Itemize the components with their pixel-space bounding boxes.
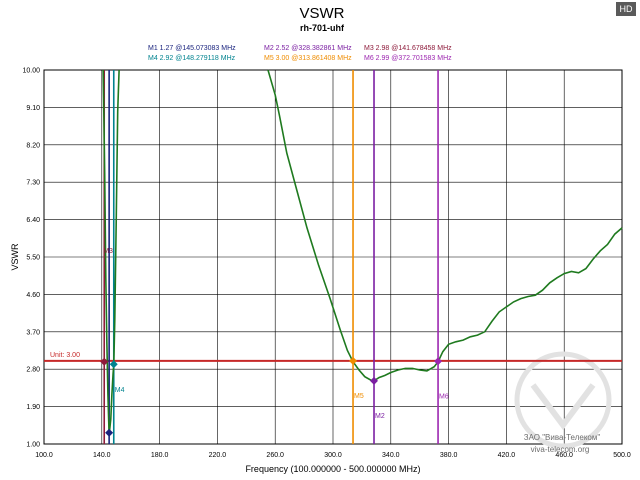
marker-points: M2 M3 M4 M5 M6 — [100, 248, 449, 437]
marker-readout-m6: M6 2.99 @372.701583 MHz — [364, 55, 452, 62]
y-tick-label: 7.30 — [26, 180, 40, 187]
chart-subtitle: rh-701-uhf — [300, 23, 345, 33]
x-tick-label: 340.0 — [382, 452, 400, 459]
marker-readout-m4: M4 2.92 @148.279118 MHz — [148, 55, 236, 62]
x-axis-label: Frequency (100.000000 - 500.000000 MHz) — [245, 464, 420, 474]
series-group — [102, 69, 623, 433]
y-tick-label: 6.40 — [26, 217, 40, 224]
marker-tag-m2: M2 — [375, 413, 385, 420]
x-tick-label: 500.0 — [613, 452, 631, 459]
marker-readout-m5: M5 3.00 @313.861408 MHz — [264, 55, 352, 62]
hd-badge[interactable]: HD — [616, 2, 636, 16]
marker-tag-m5: M5 — [354, 393, 364, 400]
limit-line-group: Unit: 3.00 — [44, 352, 622, 362]
marker-legend: M1 1.27 @145.073083 MHz M2 2.52 @328.3828… — [148, 45, 452, 62]
x-tick-label: 180.0 — [151, 452, 169, 459]
watermark-company: ЗАО "Вива-Телеком" — [524, 433, 601, 442]
x-tick-label: 380.0 — [440, 452, 458, 459]
y-tick-label: 3.70 — [26, 329, 40, 336]
marker-readout-m2: M2 2.52 @328.382861 MHz — [264, 45, 352, 52]
marker-point-m3 — [100, 357, 109, 366]
grid — [44, 70, 622, 444]
marker-readout-m3: M3 2.98 @141.678458 MHz — [364, 45, 452, 52]
marker-point-m2 — [370, 376, 379, 385]
x-tick-label: 100.0 — [35, 452, 53, 459]
y-tick-label: 5.50 — [26, 255, 40, 262]
series-line-low-band — [102, 69, 120, 433]
y-axis-label: VSWR — [10, 243, 20, 271]
y-tick-label: 8.20 — [26, 142, 40, 149]
x-tick-label: 300.0 — [324, 452, 342, 459]
x-tick-label: 260.0 — [266, 452, 284, 459]
y-tick-label: 4.60 — [26, 292, 40, 299]
marker-point-m5 — [349, 356, 358, 365]
marker-readout-m1: M1 1.27 @145.073083 MHz — [148, 45, 236, 52]
marker-point-m6 — [434, 357, 443, 366]
marker-tag-m4: M4 — [115, 387, 125, 394]
watermark-url: viva-telecom.org — [531, 445, 590, 454]
watermark-emblem — [514, 351, 612, 449]
x-tick-label: 140.0 — [93, 452, 111, 459]
limit-label: Unit: 3.00 — [50, 352, 80, 359]
x-tick-label: 460.0 — [555, 452, 573, 459]
y-tick-label: 1.90 — [26, 404, 40, 411]
chart-title: VSWR — [300, 5, 345, 22]
marker-tag-m3: M3 — [103, 248, 113, 255]
y-tick-labels: 1.00 1.90 2.80 3.70 4.60 5.50 6.40 7.30 8.20 9.10… — [22, 68, 40, 449]
x-tick-labels: 100.0 140.0 180.0 220.0 260.0 300.0 340.0 380.0… — [35, 452, 631, 459]
y-tick-label: 1.00 — [26, 442, 40, 449]
x-tick-label: 220.0 — [209, 452, 227, 459]
marker-tag-m6: M6 — [439, 393, 449, 400]
series-line-high-band — [267, 69, 623, 382]
watermark: ЗАО "Вива-Телеком" viva-telecom.org — [514, 351, 612, 454]
watermark-emblem-mark — [530, 383, 596, 430]
y-tick-label: 2.80 — [26, 367, 40, 374]
y-tick-label: 9.10 — [26, 105, 40, 112]
marker-point-m4 — [109, 360, 118, 369]
y-tick-label: 10.00 — [22, 68, 40, 75]
marker-point-m1 — [105, 428, 114, 437]
x-tick-label: 420.0 — [498, 452, 516, 459]
